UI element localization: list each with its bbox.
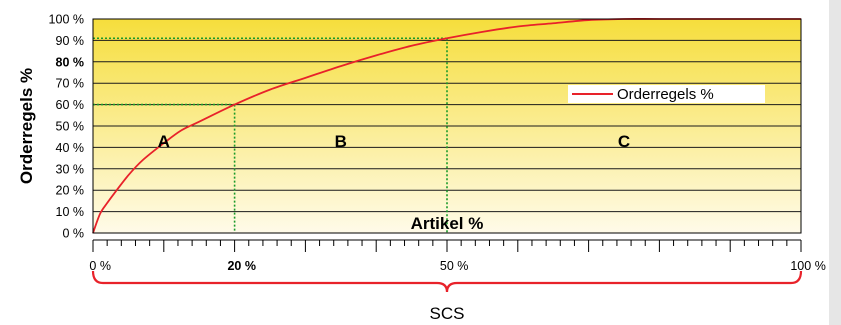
legend-box [568,85,765,103]
y-tick-label: 10 % [56,205,85,219]
plot-frame [92,18,802,234]
legend-label: Orderregels % [617,86,714,103]
x-tick-label: 50 % [440,259,469,273]
y-tick-label: 30 % [56,162,85,176]
y-tick-label: 90 % [56,34,85,48]
scrollbar-track[interactable] [829,0,841,325]
series-line-orderregels [92,18,801,234]
scs-label: SCS [430,304,465,323]
x-axis-title: Artikel % [411,214,484,233]
y-tick-label: 40 % [56,141,85,155]
y-tick-label: 100 % [49,13,84,27]
zone-label: A [158,132,170,151]
y-tick-label: 60 % [56,98,85,112]
x-tick-label: 0 % [89,259,111,273]
x-tick-label: 100 % [790,259,825,273]
y-tick-label: 0 % [62,227,84,241]
y-tick-label: 20 % [56,184,85,198]
y-axis-title: Orderregels % [17,68,36,184]
y-tick-label: 50 % [56,120,85,134]
zone-label: B [335,132,347,151]
scs-bracket [91,270,803,293]
zone-label: C [618,132,630,151]
y-tick-label: 80 % [56,55,85,69]
x-tick-label: 20 % [227,259,256,273]
y-tick-label: 70 % [56,77,85,91]
